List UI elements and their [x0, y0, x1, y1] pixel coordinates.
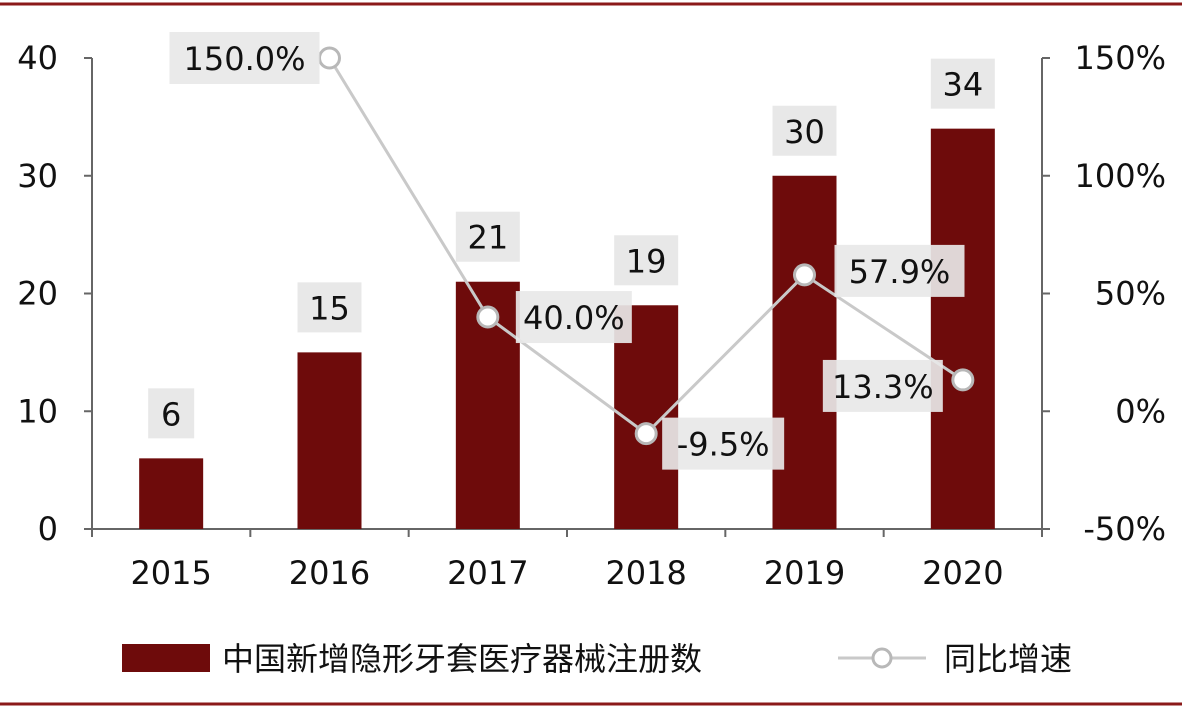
right-axis-tick-label: 100% — [1075, 157, 1166, 195]
line-value-label: 40.0% — [523, 299, 625, 337]
line-series — [318, 46, 975, 446]
bar-label-bg — [455, 211, 520, 262]
bar-label-bg — [297, 282, 362, 333]
line-point — [318, 46, 341, 70]
line-point — [793, 263, 816, 287]
bar-value-label: 30 — [784, 113, 825, 151]
line-value-label: 57.9% — [849, 253, 951, 291]
left-axis-tick-label: 0 — [38, 510, 58, 548]
legend-bar-swatch — [122, 644, 210, 672]
bar — [297, 352, 362, 529]
bar-label-bg — [930, 58, 995, 109]
line-label-bg — [822, 359, 943, 412]
left-axis-tick-label: 40 — [17, 39, 58, 77]
line-label-bg — [662, 417, 785, 470]
data-labels: 6 15 21 19 30 34 150.0% 40.0% -9.5% 57.9% 13.3% — [148, 32, 995, 470]
bar — [139, 458, 204, 529]
line-value-label: -9.5% — [677, 426, 770, 464]
bar-label-bg — [614, 235, 679, 286]
x-axis-tick-label: 2017 — [447, 554, 528, 592]
legend-line-marker — [871, 647, 893, 669]
legend-bar-label: 中国新增隐形牙套医疗器械注册数 — [222, 640, 702, 678]
axes: 0 10 20 30 40 -50% 0% 50% 100% 150% 2015 2016 2017 20… — [17, 39, 1166, 592]
line-label-bg — [515, 291, 632, 344]
line-point — [476, 305, 500, 329]
left-axis-tick-label: 20 — [17, 275, 58, 313]
x-axis-tick-label: 2016 — [289, 554, 370, 592]
bar — [930, 128, 995, 529]
bar-value-label: 34 — [942, 66, 983, 104]
bar-label-bg — [772, 105, 837, 156]
line-value-label: 13.3% — [832, 368, 934, 406]
line-label-bg — [169, 32, 320, 84]
bar-value-label: 6 — [161, 395, 181, 433]
right-axis-tick-label: 50% — [1095, 275, 1166, 313]
bar-value-label: 19 — [626, 242, 667, 280]
bar — [772, 175, 837, 529]
x-axis-tick-label: 2015 — [130, 554, 211, 592]
bar-series — [139, 128, 995, 529]
bar-label-bg — [148, 388, 195, 439]
x-axis-tick-label: 2019 — [764, 554, 845, 592]
right-axis-tick-label: -50% — [1083, 510, 1166, 548]
x-axis-tick-label: 2018 — [605, 554, 686, 592]
line-point — [634, 422, 658, 446]
legend: 中国新增隐形牙套医疗器械注册数 同比增速 — [122, 640, 1072, 678]
line-point — [951, 368, 975, 392]
bar-value-label: 21 — [467, 219, 508, 257]
left-axis-tick-label: 10 — [17, 392, 58, 430]
line-value-label: 150.0% — [183, 40, 305, 78]
right-axis-tick-label: 0% — [1115, 392, 1166, 430]
right-axis-tick-label: 150% — [1075, 39, 1166, 77]
x-axis-tick-label: 2020 — [922, 554, 1003, 592]
left-axis-tick-label: 30 — [17, 157, 58, 195]
bar-value-label: 15 — [309, 289, 350, 327]
legend-line-label: 同比增速 — [944, 640, 1072, 678]
line-label-bg — [834, 244, 965, 297]
